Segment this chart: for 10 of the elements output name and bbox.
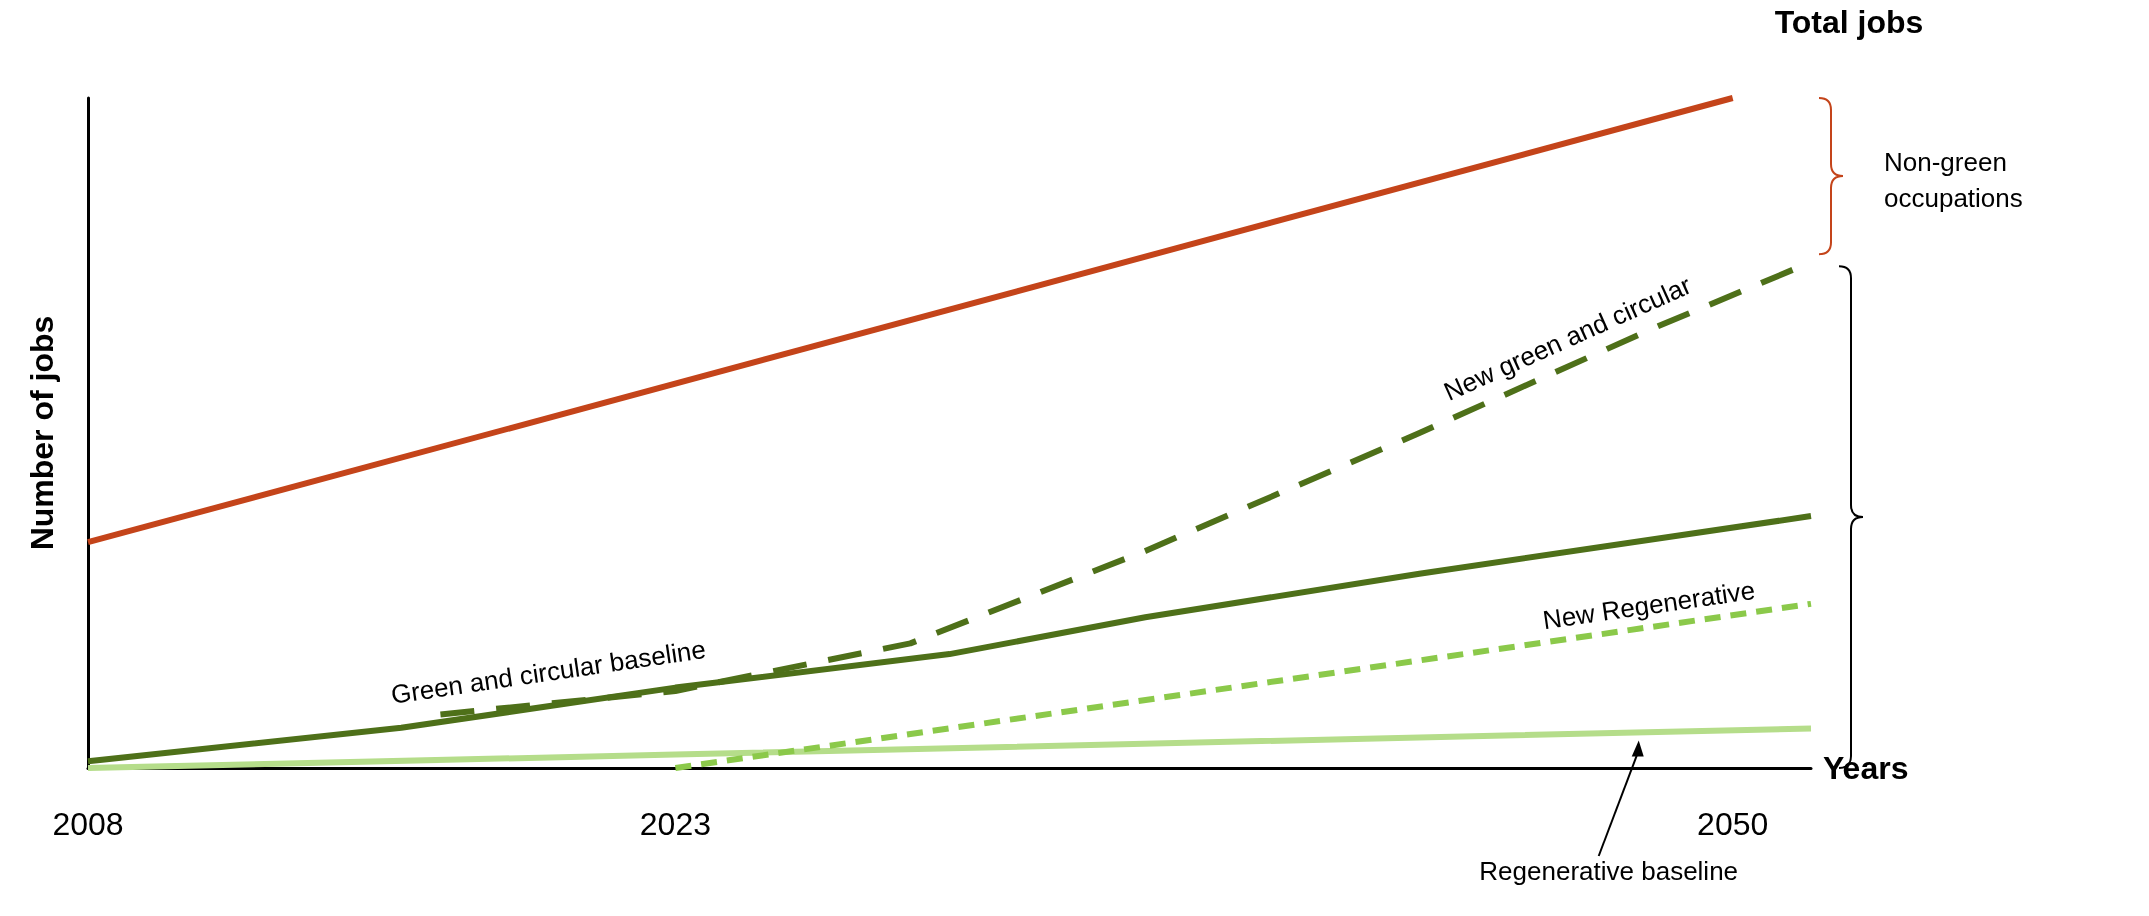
text: New Regenerative	[1540, 574, 1757, 636]
x-tick-label: 2008	[52, 806, 124, 842]
text: Green and circular baseline	[388, 634, 708, 710]
y-axis-title: Number of jobs	[24, 315, 60, 551]
x-tick-label: 2023	[639, 806, 711, 842]
text: Regenerative baseline	[1479, 856, 1739, 886]
text: Non-green occupations	[1884, 147, 2023, 214]
text: Total jobs	[1774, 4, 1924, 40]
x-tick-label: 2050	[1697, 806, 1769, 842]
x-axis-title: Years	[1823, 750, 1909, 786]
